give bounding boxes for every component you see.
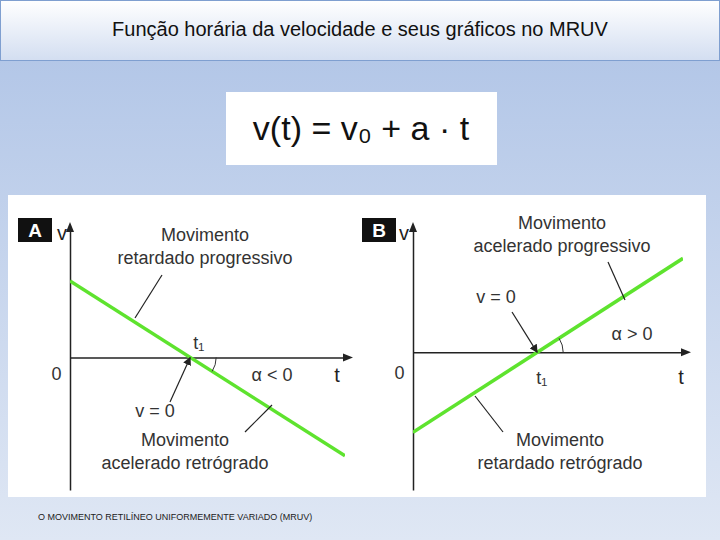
x-axis: 0 t₁ <box>394 352 683 387</box>
x-axis-title: t <box>334 364 340 386</box>
x-axis-title: t <box>678 366 684 388</box>
x-tick-label: 0 <box>394 363 404 383</box>
callout-line <box>608 262 625 300</box>
annotation: Movimento <box>516 430 604 450</box>
chart-1: 0 t₁ t vB Movimento acelerado progressivo Movi… <box>362 213 691 491</box>
velocity-line <box>413 258 683 432</box>
y-axis <box>70 231 71 491</box>
annotation: α > 0 <box>612 324 653 344</box>
x-tick: 0 <box>51 357 70 383</box>
panel-label-box <box>362 218 396 242</box>
slide-canvas: Função horária da velocidade e seus gráf… <box>0 0 720 540</box>
y-axis-arrow <box>409 222 417 232</box>
velocity-line <box>70 281 345 456</box>
y-axis-title: v <box>57 222 67 244</box>
x-tick-label: 0 <box>51 364 61 384</box>
annotation: retardado progressivo <box>117 248 292 268</box>
title-bar <box>1 1 720 61</box>
title: Função horária da velocidade e seus gráf… <box>112 18 608 40</box>
panel-area <box>8 195 706 497</box>
x-axis-arrow <box>681 348 691 356</box>
formula: v(t) = v₀ + a · t <box>253 109 470 147</box>
x-axis-line <box>71 357 346 359</box>
callout-arrow <box>170 357 190 402</box>
callout-line <box>475 396 503 432</box>
panel-label: A <box>28 220 42 241</box>
y-axis-line <box>413 231 415 491</box>
annotation: v = 0 <box>476 287 516 307</box>
y-axis <box>413 231 414 491</box>
angle-arc <box>212 357 216 371</box>
y-axis-line <box>70 231 72 491</box>
y-axis-title: v <box>399 222 409 244</box>
annotation: acelerado retrógrado <box>101 453 268 473</box>
x-tick: 0 <box>394 352 413 382</box>
annotation: α < 0 <box>252 365 293 385</box>
x-tick-label: t₁ <box>536 368 547 388</box>
annotation: Movimento <box>518 213 606 233</box>
x-tick-label: t₁ <box>193 333 204 353</box>
footer: O MOVIMENTO RETILÍNEO UNIFORMEMENTE VARI… <box>38 512 312 522</box>
x-tick: t₁ <box>191 333 205 358</box>
x-tick: t₁ <box>536 352 547 387</box>
x-axis-arrow <box>343 353 353 361</box>
annotation: Movimento <box>161 225 249 245</box>
plot-area <box>70 281 345 456</box>
panel-label-box <box>18 218 52 242</box>
panel-label: B <box>372 220 386 241</box>
annotation: retardado retrógrado <box>477 453 642 473</box>
x-axis-line <box>414 352 684 354</box>
annotation: Movimento <box>141 430 229 450</box>
plot-area <box>413 258 683 432</box>
callout-line <box>135 275 162 318</box>
angle-arc <box>559 338 563 352</box>
x-axis: 0 t₁ <box>51 333 345 384</box>
annotation: acelerado progressivo <box>473 236 650 256</box>
formula-box <box>226 92 497 165</box>
callout-line <box>245 405 272 432</box>
chart-0: 0 t₁ t vA Movimento retardado progressivo Movi… <box>18 218 353 491</box>
background <box>0 0 720 540</box>
y-axis-arrow <box>66 222 74 232</box>
annotation: v = 0 <box>135 401 175 421</box>
callout-arrow <box>512 312 537 352</box>
slide: Função horária da velocidade e seus gráf… <box>0 0 720 540</box>
